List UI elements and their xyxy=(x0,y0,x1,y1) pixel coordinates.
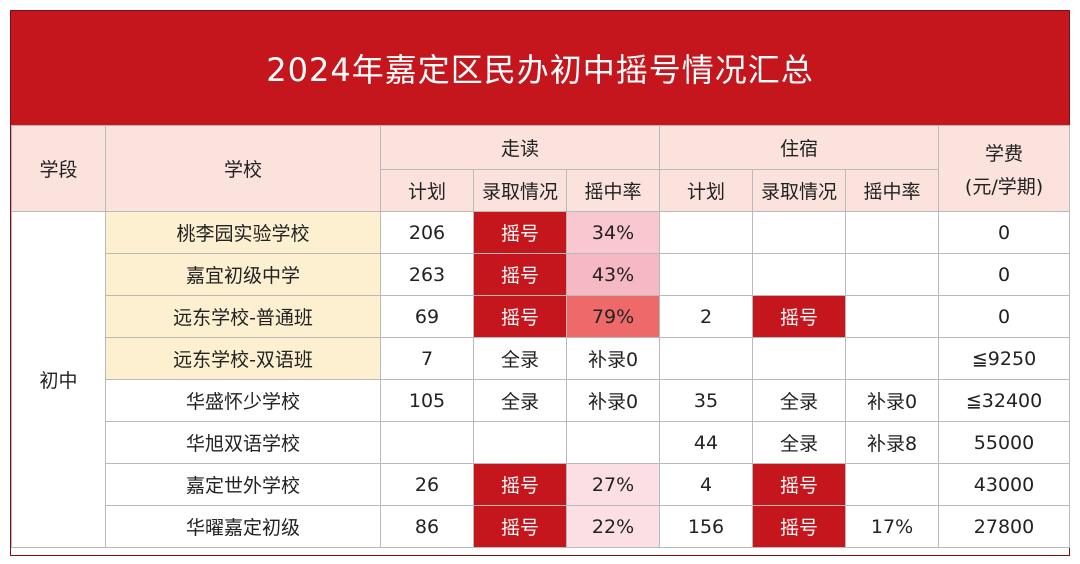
summary-sheet: 2024年嘉定区民办初中摇号情况汇总 学段 学校 走读 住宿 学费 (元/学期)… xyxy=(10,10,1071,556)
header-row-1: 学段 学校 走读 住宿 学费 (元/学期) xyxy=(11,125,1071,212)
walk-admission: 摇号 xyxy=(473,253,567,296)
walk-plan: 7 xyxy=(380,337,474,380)
walk-plan: 206 xyxy=(380,211,474,254)
walk-rate: 27% xyxy=(565,463,661,506)
walk-rate: 43% xyxy=(565,253,661,296)
walk-admission xyxy=(473,421,567,464)
fee: 55000 xyxy=(938,421,1071,464)
school-name: 嘉宜初级中学 xyxy=(105,253,381,296)
walk-plan: 263 xyxy=(380,253,474,296)
fee: 0 xyxy=(938,295,1071,338)
school-name: 华盛怀少学校 xyxy=(105,379,381,422)
board-plan xyxy=(659,253,754,296)
school-name: 远东学校-双语班 xyxy=(105,337,381,380)
walk-rate: 补录0 xyxy=(565,379,661,422)
lottery-table: 学段 学校 走读 住宿 学费 (元/学期) 计划 录取情况 摇中率 计划 录取情… xyxy=(11,125,1071,548)
school-name: 远东学校-普通班 xyxy=(105,295,381,338)
header-fee-line1: 学费 xyxy=(985,142,1024,165)
board-plan: 44 xyxy=(659,421,754,464)
header-stage: 学段 xyxy=(11,125,106,212)
board-rate: 17% xyxy=(845,505,940,548)
walk-rate xyxy=(565,421,661,464)
walk-rate: 补录0 xyxy=(565,337,661,380)
header-board-admission: 录取情况 xyxy=(752,169,847,212)
header-board-rate: 摇中率 xyxy=(845,169,940,212)
board-admission: 摇号 xyxy=(752,463,847,506)
school-name: 华曜嘉定初级 xyxy=(105,505,381,548)
school-name: 华旭双语学校 xyxy=(105,421,381,464)
board-plan: 4 xyxy=(659,463,754,506)
board-rate: 补录0 xyxy=(845,379,940,422)
walk-admission: 摇号 xyxy=(473,505,567,548)
board-rate xyxy=(845,295,940,338)
table-row: 华盛怀少学校 105 全录 补录0 35 全录 补录0 ≦32400 xyxy=(12,379,1071,422)
board-plan: 156 xyxy=(659,505,754,548)
walk-admission: 摇号 xyxy=(473,211,567,254)
board-admission: 全录 xyxy=(752,379,847,422)
board-admission: 摇号 xyxy=(752,295,847,338)
walk-admission: 全录 xyxy=(473,379,567,422)
fee: 0 xyxy=(938,211,1071,254)
fee: 43000 xyxy=(938,463,1071,506)
header-fee: 学费 (元/学期) xyxy=(938,125,1071,212)
fee: 27800 xyxy=(938,505,1071,548)
table-row: 嘉定世外学校 26 摇号 27% 4 摇号 43000 xyxy=(12,463,1071,506)
fee: ≦9250 xyxy=(938,337,1071,380)
walk-admission: 摇号 xyxy=(473,295,567,338)
board-admission: 摇号 xyxy=(752,505,847,548)
board-plan: 2 xyxy=(659,295,754,338)
header-row-2: 计划 录取情况 摇中率 计划 录取情况 摇中率 xyxy=(12,169,1070,212)
walk-admission: 全录 xyxy=(473,337,567,380)
school-name: 桃李园实验学校 xyxy=(105,211,381,254)
board-admission xyxy=(752,253,847,296)
walk-rate: 34% xyxy=(565,211,661,254)
table-row: 远东学校-双语班 7 全录 补录0 ≦9250 xyxy=(12,337,1071,380)
header-school: 学校 xyxy=(105,125,381,212)
header-walk-rate: 摇中率 xyxy=(565,169,661,212)
header-walk-admission: 录取情况 xyxy=(473,169,567,212)
board-rate xyxy=(845,337,940,380)
header-walk-plan: 计划 xyxy=(380,169,474,212)
board-plan xyxy=(659,337,754,380)
board-rate xyxy=(845,253,940,296)
walk-plan: 105 xyxy=(380,379,474,422)
board-rate xyxy=(845,211,940,254)
fee: 0 xyxy=(938,253,1071,296)
table-row: 初中 桃李园实验学校 206 摇号 34% 0 xyxy=(11,211,1071,548)
board-admission: 全录 xyxy=(752,421,847,464)
table-row: 华曜嘉定初级 86 摇号 22% 156 摇号 17% 27800 xyxy=(12,505,1071,548)
walk-plan: 86 xyxy=(380,505,474,548)
school-name: 嘉定世外学校 xyxy=(105,463,381,506)
board-rate xyxy=(845,463,940,506)
header-fee-line2: (元/学期) xyxy=(964,175,1044,198)
walk-plan: 26 xyxy=(380,463,474,506)
board-plan xyxy=(659,211,754,254)
page-title: 2024年嘉定区民办初中摇号情况汇总 xyxy=(11,11,1069,125)
board-rate: 补录8 xyxy=(845,421,940,464)
walk-rate: 79% xyxy=(565,295,661,338)
table-row: 嘉宜初级中学 263 摇号 43% 0 xyxy=(12,253,1071,296)
header-walk: 走读 xyxy=(379,125,661,170)
walk-rate: 22% xyxy=(565,505,661,548)
walk-plan xyxy=(380,421,474,464)
board-plan: 35 xyxy=(659,379,754,422)
board-admission xyxy=(752,337,847,380)
stage-cell: 初中 xyxy=(11,211,106,548)
table-row: 华旭双语学校 44 全录 补录8 55000 xyxy=(12,421,1071,464)
header-board: 住宿 xyxy=(659,125,940,170)
fee: ≦32400 xyxy=(938,379,1071,422)
table-row: 远东学校-普通班 69 摇号 79% 2 摇号 0 xyxy=(12,295,1071,338)
walk-admission: 摇号 xyxy=(473,463,567,506)
walk-plan: 69 xyxy=(380,295,474,338)
header-board-plan: 计划 xyxy=(659,169,754,212)
board-admission xyxy=(752,211,847,254)
